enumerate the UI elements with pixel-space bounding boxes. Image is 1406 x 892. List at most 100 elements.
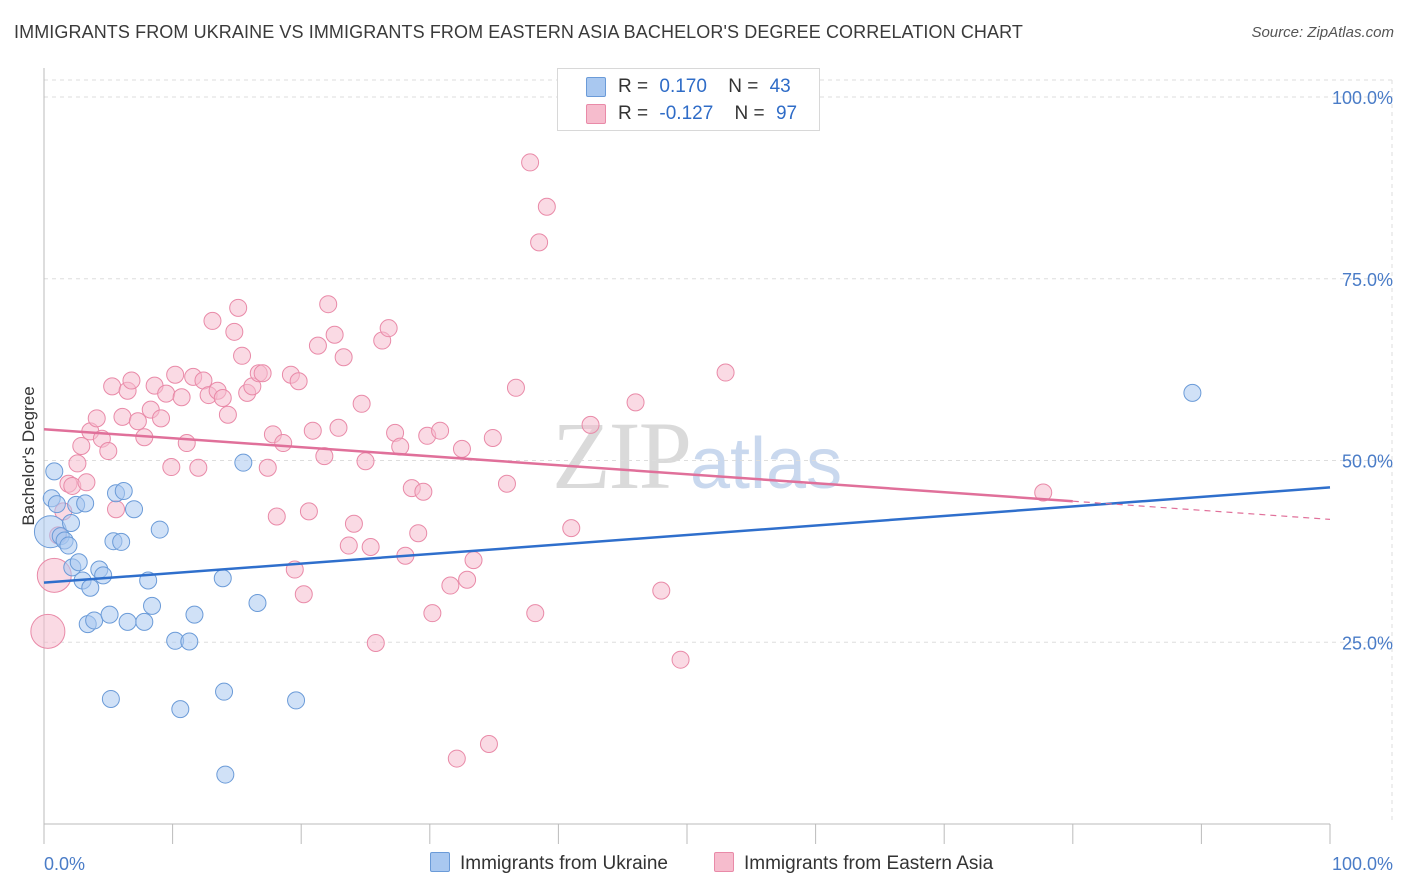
r-label: R =: [618, 103, 649, 124]
eastern-asia-point: [213, 388, 232, 407]
y-tick-label: 75.0%: [1342, 270, 1393, 290]
ukraine-point: [234, 453, 253, 472]
eastern-asia-point: [229, 298, 248, 317]
ukraine-point: [94, 566, 113, 585]
eastern-asia-point: [289, 372, 308, 391]
eastern-asia-point: [225, 322, 244, 341]
tick-labels: 25.0% 50.0% 75.0% 100.0% 0.0% 100.0%: [44, 88, 1393, 874]
eastern-asia-point: [77, 473, 96, 492]
eastern-asia-point: [479, 735, 498, 754]
ukraine-legend-swatch: [430, 852, 450, 872]
eastern-asia-point: [87, 409, 106, 428]
eastern-asia-point: [128, 412, 147, 431]
eastern-asia-point: [671, 650, 690, 669]
eastern-asia-point: [177, 434, 196, 453]
correlation-legend: R = 0.170 N = 43 R = -0.127 N = 97: [557, 68, 820, 131]
eastern-asia-point: [299, 502, 318, 521]
eastern-asia-point: [325, 325, 344, 344]
ukraine-point: [47, 495, 66, 514]
eastern-asia-point: [414, 482, 433, 501]
x-tick-label: 0.0%: [44, 854, 85, 874]
eastern-asia-point: [366, 633, 385, 652]
eastern-asia-point: [344, 514, 363, 533]
y-axis-label: Bachelor's Degree: [19, 386, 38, 525]
eastern-asia-point: [652, 581, 671, 600]
eastern-asia-point: [303, 421, 322, 440]
ukraine-point: [101, 689, 120, 708]
eastern-asia-point: [107, 500, 126, 519]
chart-title: IMMIGRANTS FROM UKRAINE VS IMMIGRANTS FR…: [14, 22, 1023, 42]
ukraine-point: [150, 520, 169, 539]
ukraine-point: [216, 765, 235, 784]
legend-item-ukraine: Immigrants from Ukraine: [430, 852, 668, 875]
eastern-asia-point: [113, 407, 132, 426]
eastern-asia-point: [267, 507, 286, 526]
ukraine-point: [118, 612, 137, 631]
ukraine-point: [59, 536, 78, 555]
eastern-asia-point: [30, 613, 66, 649]
eastern-asia-point: [497, 474, 516, 493]
y-tick-label: 25.0%: [1342, 633, 1393, 653]
eastern-asia-point: [339, 536, 358, 555]
eastern-asia-point: [233, 346, 252, 365]
watermark-zip: ZIP: [552, 402, 692, 509]
eastern-asia-point: [162, 458, 181, 477]
eastern-asia-point: [68, 454, 87, 473]
n-value: 97: [775, 103, 798, 124]
legend-row-ukraine-text: R = 0.170 N = 43: [618, 76, 791, 98]
eastern-asia-point: [409, 524, 428, 543]
watermark-atlas: atlas: [690, 424, 843, 504]
eastern-asia-point: [537, 197, 556, 216]
eastern-asia-point: [329, 418, 348, 437]
eastern-asia-point: [562, 519, 581, 538]
n-value: 43: [769, 76, 791, 97]
eastern-asia-point: [308, 336, 327, 355]
eastern-asia-point: [352, 394, 371, 413]
legend-row-eastern-asia-text: R = -0.127 N = 97: [618, 103, 797, 125]
eastern-asia-point: [319, 295, 338, 314]
eastern-asia-points: [30, 153, 1053, 768]
eastern-asia-trend-line: [43, 427, 1073, 503]
eastern-asia-point: [157, 384, 176, 403]
eastern-asia-point: [334, 348, 353, 367]
eastern-asia-point: [1034, 483, 1053, 502]
eastern-asia-point: [530, 233, 549, 252]
n-label: N =: [734, 103, 765, 124]
ukraine-point: [171, 700, 190, 719]
eastern-asia-point: [103, 377, 122, 396]
ukraine-points: [33, 383, 1202, 784]
eastern-asia-point: [172, 388, 191, 407]
ukraine-point: [125, 500, 144, 519]
ukraine-point: [100, 605, 119, 624]
legend-label-eastern-asia: Immigrants from Eastern Asia: [744, 853, 994, 874]
eastern-asia-point: [189, 458, 208, 477]
eastern-asia-point: [218, 405, 237, 424]
eastern-asia-point: [521, 153, 540, 172]
eastern-asia-point: [166, 365, 185, 384]
r-value: -0.127: [659, 103, 714, 124]
n-label: N =: [728, 76, 759, 97]
y-tick-label: 50.0%: [1342, 452, 1393, 472]
zipatlas-watermark: ZIPatlas: [552, 400, 842, 511]
r-value: 0.170: [659, 76, 707, 97]
eastern-asia-point: [423, 604, 442, 623]
eastern-asia-point: [274, 434, 293, 453]
eastern-asia-point: [526, 604, 545, 623]
eastern-asia-legend-swatch: [714, 852, 734, 872]
eastern-asia-point: [122, 371, 141, 390]
ukraine-point: [114, 482, 133, 501]
eastern-asia-point: [258, 458, 277, 477]
ukraine-point: [135, 612, 154, 631]
legend-label-ukraine: Immigrants from Ukraine: [460, 853, 668, 874]
eastern-asia-point: [99, 442, 118, 461]
y-tick-label: 100.0%: [1332, 88, 1393, 108]
eastern-asia-point: [506, 378, 525, 397]
eastern-asia-point: [356, 452, 375, 471]
ukraine-point: [45, 462, 64, 481]
eastern-asia-point: [294, 585, 313, 604]
eastern-asia-point: [152, 409, 171, 428]
ukraine-point: [248, 593, 267, 612]
ukraine-point: [62, 514, 81, 533]
eastern-asia-point: [458, 570, 477, 589]
eastern-asia-point: [431, 421, 450, 440]
